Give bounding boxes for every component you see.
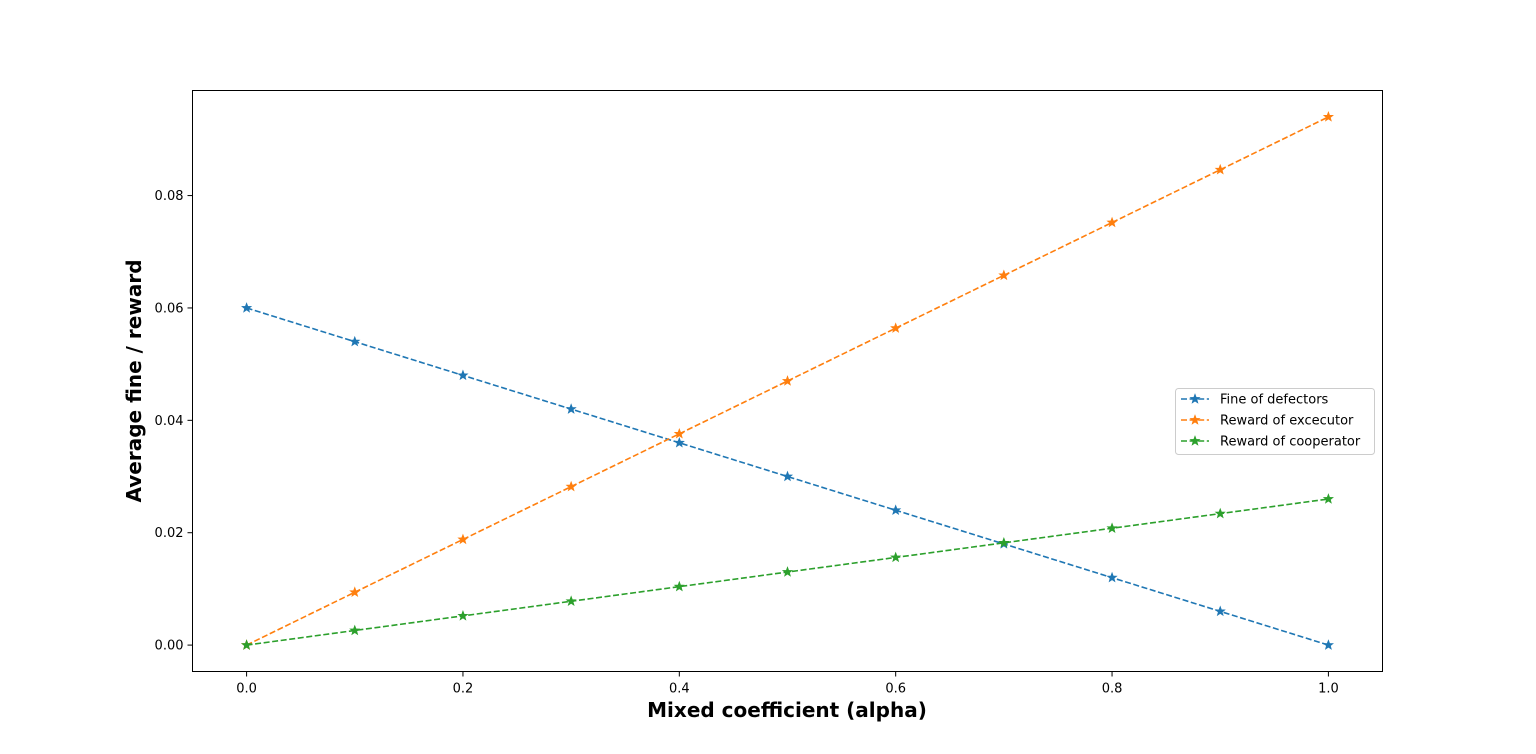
data-point [781, 566, 794, 577]
data-point [457, 610, 469, 621]
data-point [349, 624, 361, 636]
data-point [998, 269, 1010, 281]
data-point [457, 369, 469, 381]
x-tick-label: 0.2 [453, 682, 474, 697]
data-point [457, 533, 469, 545]
x-tick-label: 0.0 [236, 682, 257, 697]
plot-area-frame [192, 90, 1383, 672]
legend-label: Reward of excecutor [1220, 414, 1354, 429]
data-point [673, 436, 685, 448]
data-point [890, 504, 902, 515]
data-point [1214, 163, 1226, 175]
legend-frame [1175, 388, 1375, 455]
data-point [1214, 507, 1226, 519]
x-tick-label: 0.6 [885, 682, 906, 697]
data-point [241, 302, 253, 313]
data-point [349, 335, 361, 347]
data-point [781, 470, 794, 482]
legend-marker [1189, 393, 1201, 404]
y-tick-label: 0.04 [155, 414, 184, 429]
legend: Fine of defectors Reward of excecutor Rewa… [1175, 388, 1375, 455]
data-point [890, 322, 902, 333]
series-line [246, 116, 1329, 646]
data-point [1106, 522, 1118, 533]
data-point [565, 480, 577, 492]
data-point [673, 580, 685, 592]
x-axis-ticks: 0.0 0.2 0.4 0.6 0.8 1.0 [236, 671, 1339, 697]
data-point [890, 551, 902, 563]
data-point [673, 427, 685, 439]
data-point [349, 586, 361, 598]
legend-marker [1189, 435, 1201, 446]
data-point [998, 536, 1010, 548]
data-point [241, 639, 253, 650]
legend-entries: Fine of defectors Reward of excecutor Rewa… [1181, 393, 1361, 450]
x-tick-label: 0.8 [1102, 682, 1123, 697]
y-axis-label: Average fine / reward [122, 259, 146, 502]
data-point [1214, 605, 1226, 617]
data-point [1106, 216, 1118, 228]
y-tick-label: 0.06 [155, 301, 184, 316]
y-tick-label: 0.00 [155, 639, 184, 654]
data-point [1322, 111, 1334, 122]
x-tick-label: 1.0 [1318, 682, 1339, 697]
legend-label: Fine of defectors [1220, 393, 1329, 408]
y-axis-ticks: 0.00 0.02 0.04 0.06 0.08 [155, 189, 193, 654]
y-tick-label: 0.08 [155, 189, 184, 204]
data-point [1322, 493, 1334, 504]
data-point [565, 595, 577, 607]
y-tick-label: 0.02 [155, 526, 184, 541]
data-point [781, 375, 794, 386]
legend-marker [1189, 414, 1201, 425]
data-point [565, 403, 577, 414]
series-layer [241, 111, 1334, 650]
x-tick-label: 0.4 [669, 682, 690, 697]
x-axis-label: Mixed coefficient (alpha) [647, 698, 927, 722]
data-point [1106, 571, 1118, 583]
legend-label: Reward of cooperator [1220, 435, 1361, 450]
data-point [1322, 639, 1334, 650]
